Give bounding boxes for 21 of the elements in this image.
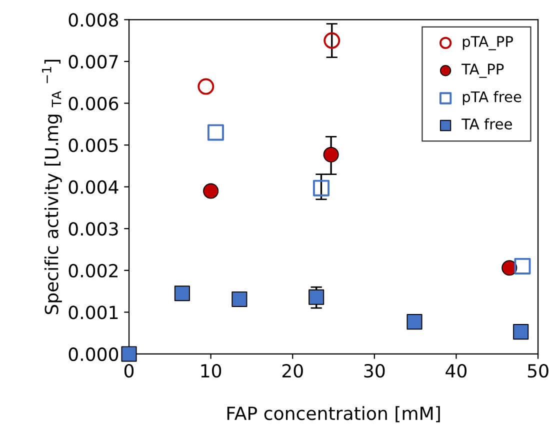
x-tick-label: 50 bbox=[528, 364, 548, 378]
x-tick-label: 30 bbox=[364, 364, 385, 378]
y-tick-label: 0.004 bbox=[68, 180, 118, 194]
y-tick-label: 0.000 bbox=[68, 347, 118, 362]
x-axis-title: FAP concentration [mM] bbox=[227, 406, 440, 422]
y-axis-title: Specific activity [U.mg $_{TA}$ $^{−1}$] bbox=[42, 60, 62, 314]
legend-label: TA_PP bbox=[462, 64, 504, 78]
legend-label: pTA free bbox=[462, 90, 522, 106]
y-tick-label: 0.003 bbox=[68, 222, 118, 236]
x-tick-label: 40 bbox=[446, 364, 467, 378]
y-tick-label: 0.002 bbox=[68, 264, 118, 278]
y-tick-label: 0.005 bbox=[68, 138, 118, 152]
legend-label: TA free bbox=[462, 118, 512, 130]
x-tick-label: 20 bbox=[282, 364, 303, 378]
y-tick-label: 0.001 bbox=[68, 306, 118, 320]
y-tick-label: 0.007 bbox=[68, 54, 118, 69]
x-tick-label: 0 bbox=[124, 364, 134, 378]
legend-label: pTA_PP bbox=[462, 36, 513, 50]
y-tick-label: 0.006 bbox=[68, 96, 118, 110]
x-tick-label: 10 bbox=[201, 364, 222, 378]
y-tick-label: 0.008 bbox=[68, 13, 118, 27]
